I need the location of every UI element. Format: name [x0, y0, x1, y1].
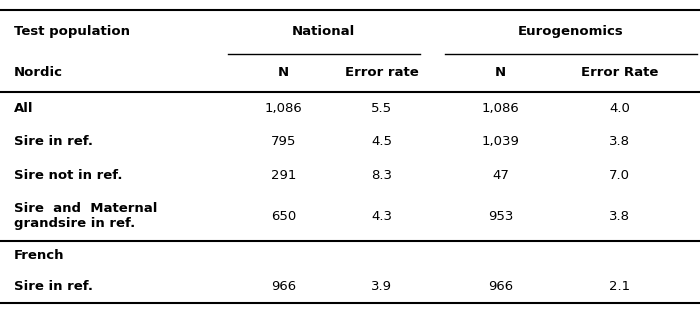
Text: 1,039: 1,039 [482, 135, 519, 148]
Text: Eurogenomics: Eurogenomics [517, 25, 624, 38]
Text: 4.5: 4.5 [371, 135, 392, 148]
Text: Sire  and  Maternal
grandsire in ref.: Sire and Maternal grandsire in ref. [14, 202, 158, 230]
Text: 650: 650 [271, 210, 296, 223]
Text: Error Rate: Error Rate [581, 66, 658, 80]
Text: Sire in ref.: Sire in ref. [14, 135, 93, 148]
Text: French: French [14, 249, 64, 262]
Text: 2.1: 2.1 [609, 280, 630, 293]
Text: 4.3: 4.3 [371, 210, 392, 223]
Text: 1,086: 1,086 [482, 102, 519, 115]
Text: 953: 953 [488, 210, 513, 223]
Text: Test population: Test population [14, 25, 130, 38]
Text: 3.8: 3.8 [609, 135, 630, 148]
Text: Sire in ref.: Sire in ref. [14, 280, 93, 293]
Text: Nordic: Nordic [14, 66, 63, 80]
Text: 966: 966 [488, 280, 513, 293]
Text: Error rate: Error rate [344, 66, 419, 80]
Text: 8.3: 8.3 [371, 169, 392, 182]
Text: 3.8: 3.8 [609, 210, 630, 223]
Text: 7.0: 7.0 [609, 169, 630, 182]
Text: N: N [495, 66, 506, 80]
Text: N: N [278, 66, 289, 80]
Text: 1,086: 1,086 [265, 102, 302, 115]
Text: 795: 795 [271, 135, 296, 148]
Text: National: National [292, 25, 355, 38]
Text: 47: 47 [492, 169, 509, 182]
Text: 5.5: 5.5 [371, 102, 392, 115]
Text: 4.0: 4.0 [609, 102, 630, 115]
Text: Sire not in ref.: Sire not in ref. [14, 169, 122, 182]
Text: 291: 291 [271, 169, 296, 182]
Text: 3.9: 3.9 [371, 280, 392, 293]
Text: 966: 966 [271, 280, 296, 293]
Text: All: All [14, 102, 34, 115]
